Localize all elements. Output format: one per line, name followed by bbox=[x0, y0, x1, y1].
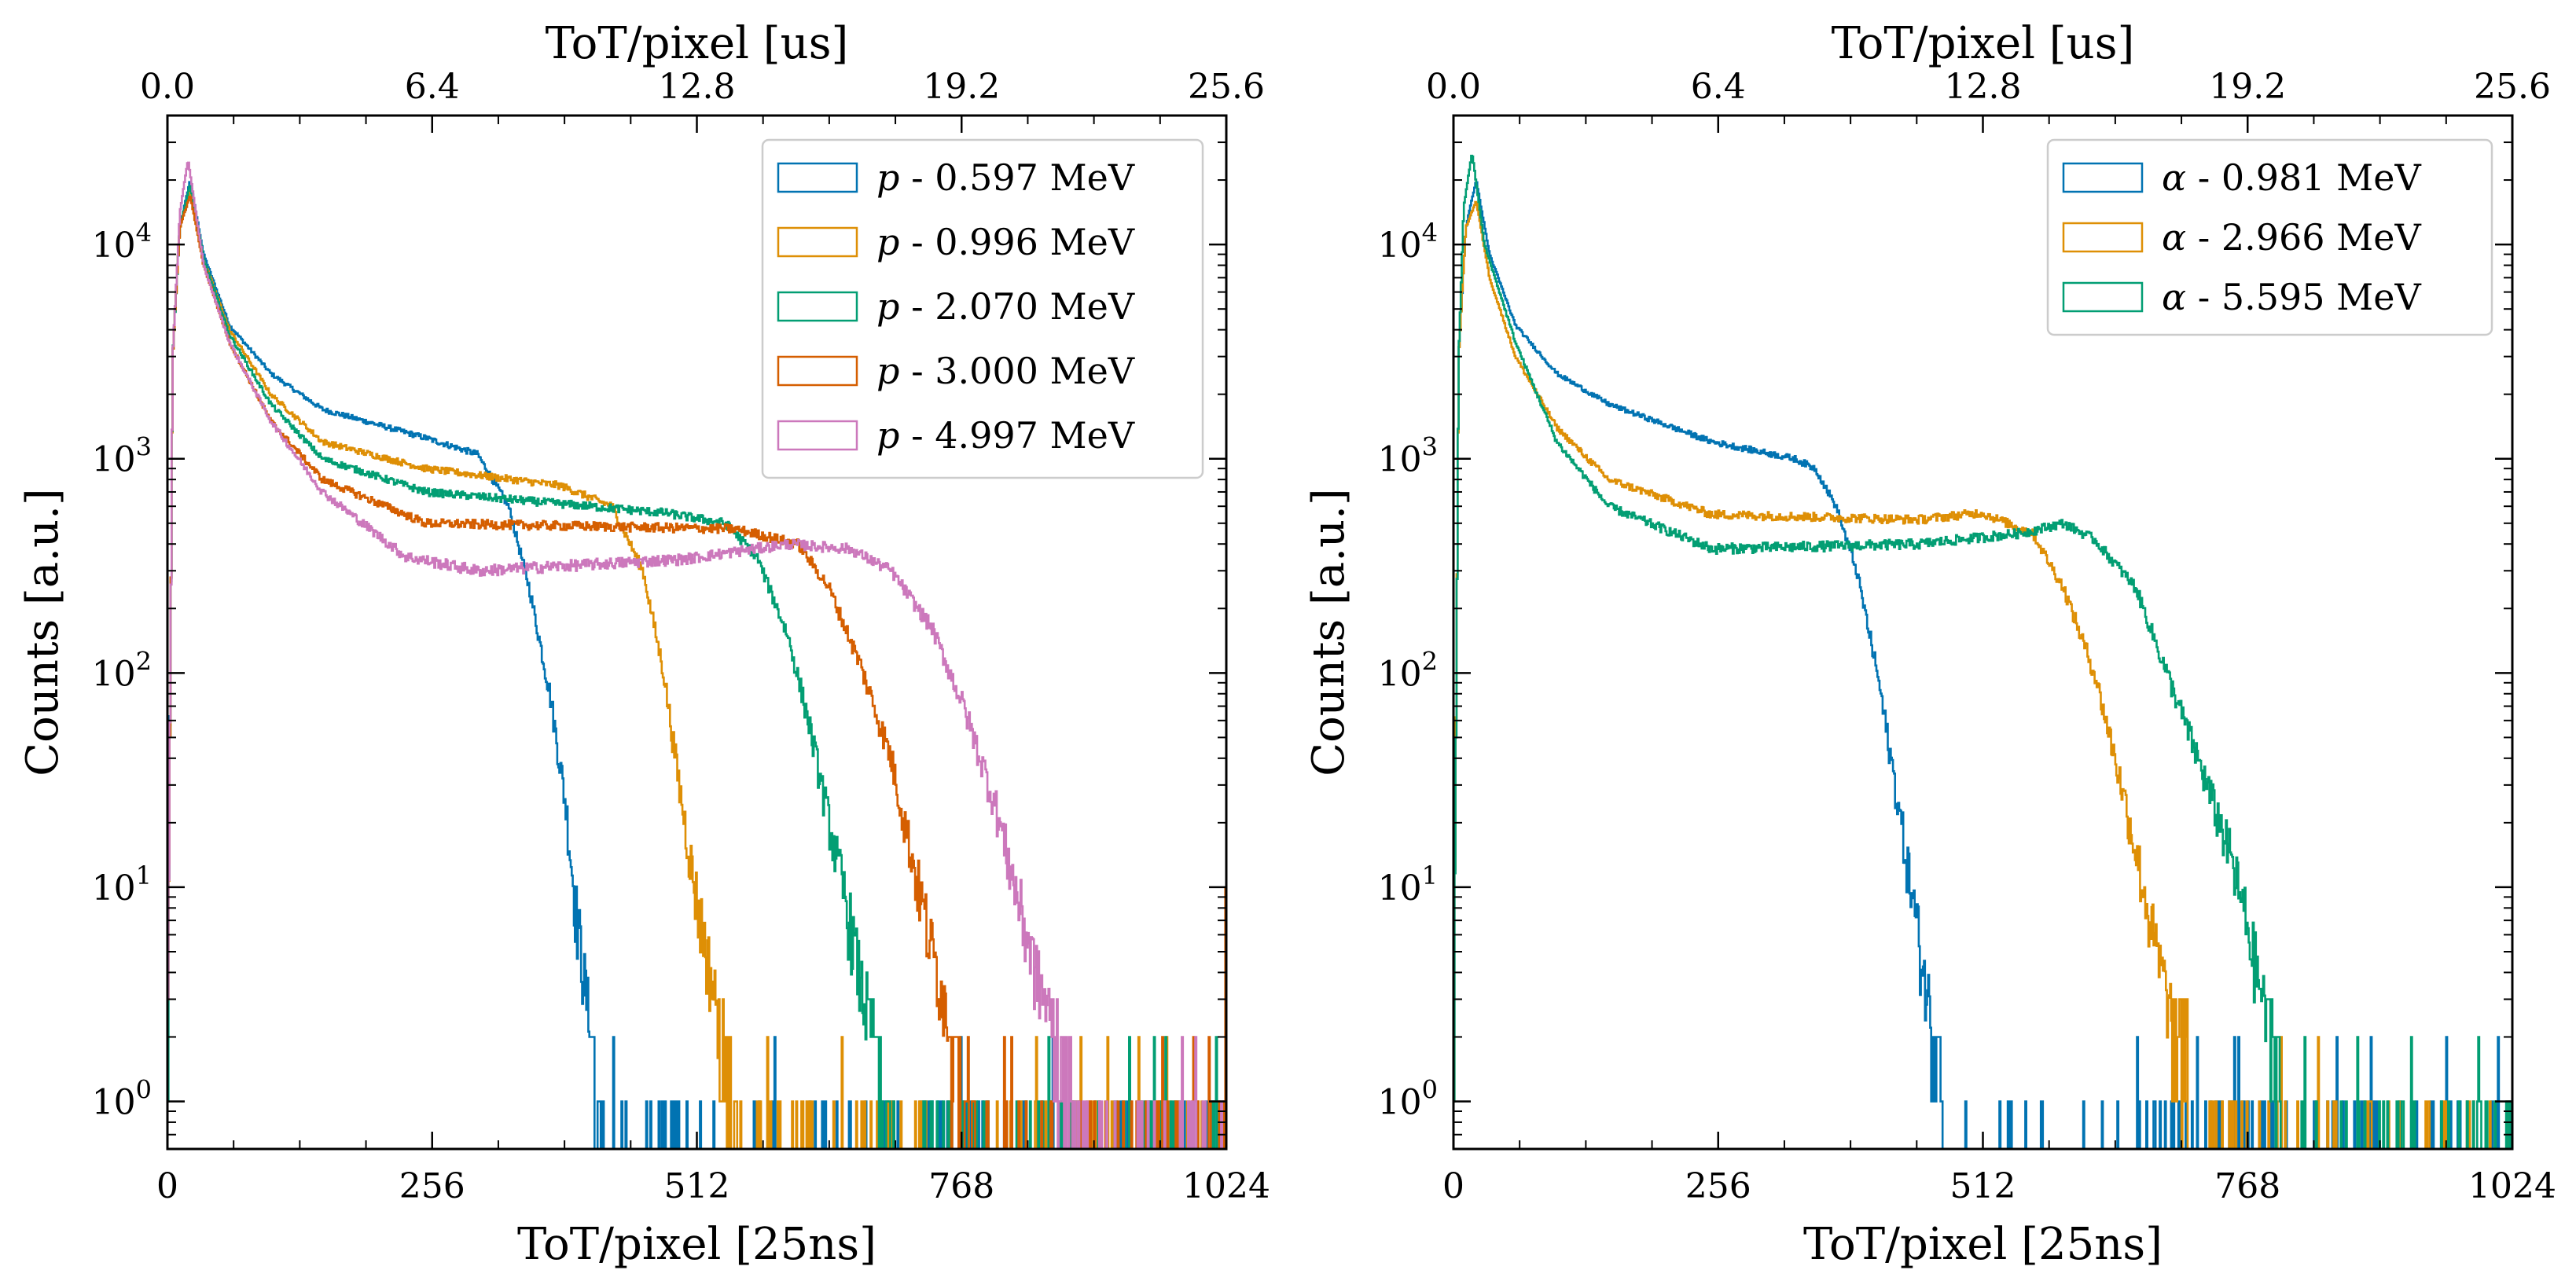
x-axis-title: ToT/pixel [25ns] bbox=[1803, 1219, 2163, 1270]
legend-label-2: α - 2.966 MeV bbox=[2162, 216, 2421, 259]
y-tick-label: 102 bbox=[1378, 646, 1438, 694]
series-group bbox=[1453, 154, 2512, 1149]
legend-label-1: p - 0.597 MeV bbox=[876, 156, 1135, 199]
y-axis-title: Counts [a.u.] bbox=[1303, 488, 1354, 776]
top-axis-title: ToT/pixel [us] bbox=[1832, 18, 2135, 69]
y-tick-label: 101 bbox=[92, 861, 152, 908]
chart-panel-2: 0 0.0 256 6.4 512 12.8 768 19.2 1024 25.6 100 101 10… bbox=[1303, 18, 2556, 1270]
legend-label-3: p - 2.070 MeV bbox=[876, 285, 1135, 328]
y-tick-label: 103 bbox=[92, 432, 152, 480]
top-tick-label: 25.6 bbox=[1188, 67, 1265, 107]
x-tick-label: 1024 bbox=[1182, 1166, 1270, 1206]
legend-swatch-1 bbox=[777, 162, 858, 193]
legend-box bbox=[2046, 138, 2493, 336]
x-tick-label: 512 bbox=[1950, 1166, 2016, 1206]
top-axis-title: ToT/pixel [us] bbox=[546, 18, 849, 69]
x-tick-label: 0 bbox=[156, 1166, 178, 1206]
top-tick-label: 12.8 bbox=[659, 67, 736, 107]
legend-label-5: p - 4.997 MeV bbox=[876, 414, 1135, 457]
series-line-1 bbox=[167, 181, 1226, 1149]
legend: p - 0.597 MeV p - 0.996 MeV p - 2.070 MeV p… bbox=[761, 138, 1204, 479]
series-line-2 bbox=[167, 190, 1226, 1149]
x-tick-label: 0 bbox=[1442, 1166, 1464, 1206]
legend-swatch-2 bbox=[777, 226, 858, 258]
series-group bbox=[167, 161, 1226, 1149]
series-line-3 bbox=[167, 185, 1218, 1149]
legend-label-2: p - 0.996 MeV bbox=[876, 221, 1135, 263]
series-line-4 bbox=[167, 196, 1226, 1149]
series-line-1 bbox=[1453, 181, 2512, 1149]
legend-swatch-1 bbox=[2062, 162, 2144, 193]
legend-box bbox=[761, 138, 1204, 479]
legend-swatch-5 bbox=[777, 420, 858, 451]
y-tick-label: 103 bbox=[1378, 432, 1438, 480]
y-tick-label: 102 bbox=[92, 646, 152, 694]
x-tick-label: 1024 bbox=[2468, 1166, 2556, 1206]
top-tick-label: 6.4 bbox=[405, 67, 460, 107]
top-tick-label: 12.8 bbox=[1945, 67, 2022, 107]
y-tick-label: 104 bbox=[92, 218, 152, 266]
legend-swatch-3 bbox=[777, 291, 858, 322]
chart-panel-1: 0 0.0 256 6.4 512 12.8 768 19.2 1024 25.6 100 101 10… bbox=[17, 18, 1270, 1270]
series-line-5 bbox=[167, 161, 1223, 1149]
y-tick-label: 100 bbox=[92, 1075, 152, 1123]
x-tick-label: 768 bbox=[2214, 1166, 2280, 1206]
top-tick-label: 0.0 bbox=[1426, 67, 1481, 107]
top-tick-label: 25.6 bbox=[2474, 67, 2551, 107]
top-tick-label: 0.0 bbox=[140, 67, 195, 107]
x-tick-label: 256 bbox=[399, 1166, 465, 1206]
y-tick-label: 100 bbox=[1378, 1075, 1438, 1123]
legend: α - 0.981 MeV α - 2.966 MeV α - 5.595 MeV bbox=[2046, 138, 2493, 336]
x-tick-label: 512 bbox=[664, 1166, 730, 1206]
y-axis-title: Counts [a.u.] bbox=[17, 488, 68, 776]
x-tick-label: 768 bbox=[928, 1166, 994, 1206]
legend-swatch-4 bbox=[777, 355, 858, 387]
legend-label-3: α - 5.595 MeV bbox=[2162, 276, 2421, 318]
y-tick-label: 104 bbox=[1378, 218, 1438, 266]
legend-label-1: α - 0.981 MeV bbox=[2162, 156, 2421, 199]
legend-label-4: p - 3.000 MeV bbox=[876, 350, 1135, 392]
series-line-2 bbox=[1453, 200, 2509, 1149]
legend-swatch-3 bbox=[2062, 281, 2144, 313]
x-axis-title: ToT/pixel [25ns] bbox=[517, 1219, 876, 1270]
top-tick-label: 6.4 bbox=[1691, 67, 1746, 107]
y-tick-label: 101 bbox=[1378, 861, 1438, 908]
series-line-3 bbox=[1453, 154, 2512, 1149]
top-tick-label: 19.2 bbox=[923, 67, 1000, 107]
top-tick-label: 19.2 bbox=[2209, 67, 2286, 107]
legend-swatch-2 bbox=[2062, 222, 2144, 253]
x-tick-label: 256 bbox=[1685, 1166, 1751, 1206]
